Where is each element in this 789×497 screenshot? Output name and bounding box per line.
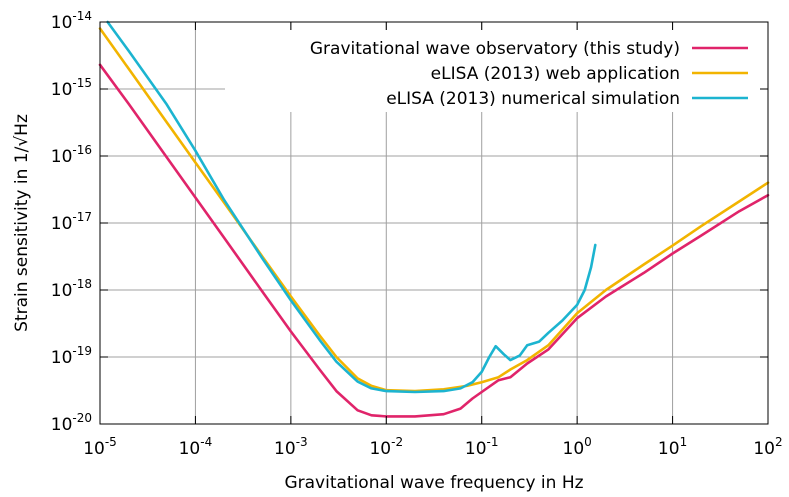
series-line-3 — [106, 20, 597, 394]
y-axis-title: Strain sensitivity in 1/√Hz — [12, 114, 32, 332]
x-tick-label: 10-5 — [83, 435, 117, 459]
x-axis-title: Gravitational wave frequency in Hz — [284, 473, 583, 493]
legend-label-2: eLISA (2013) web application — [431, 64, 680, 84]
y-tick-label: 10-16 — [51, 143, 92, 167]
series-layer — [98, 20, 770, 418]
x-tick-label: 102 — [753, 435, 782, 459]
series-line-1 — [98, 63, 770, 418]
x-tick-label: 100 — [563, 435, 592, 459]
legend-label-1: Gravitational wave observatory (this stu… — [310, 39, 680, 59]
x-tick-label: 10-2 — [369, 435, 403, 459]
legend-background — [228, 30, 758, 112]
x-tick-label: 10-3 — [274, 435, 308, 459]
ticks-layer: 10-5 10-4 10-3 10-2 10-1 100 101 102 10-20 10-19 1… — [51, 9, 783, 459]
x-tick-label: 10-4 — [179, 435, 213, 459]
y-tick-label: 10-14 — [51, 9, 92, 33]
y-tick-label: 10-19 — [51, 344, 92, 368]
y-tick-label: 10-18 — [51, 277, 92, 301]
x-tick-label: 101 — [658, 435, 687, 459]
x-tick-label: 10-1 — [465, 435, 499, 459]
legend: Gravitational wave observatory (this stu… — [310, 39, 748, 109]
y-tick-label: 10-20 — [51, 411, 92, 435]
y-tick-label: 10-15 — [51, 76, 92, 100]
legend-label-3: eLISA (2013) numerical simulation — [386, 89, 680, 109]
y-tick-label: 10-17 — [51, 210, 92, 234]
